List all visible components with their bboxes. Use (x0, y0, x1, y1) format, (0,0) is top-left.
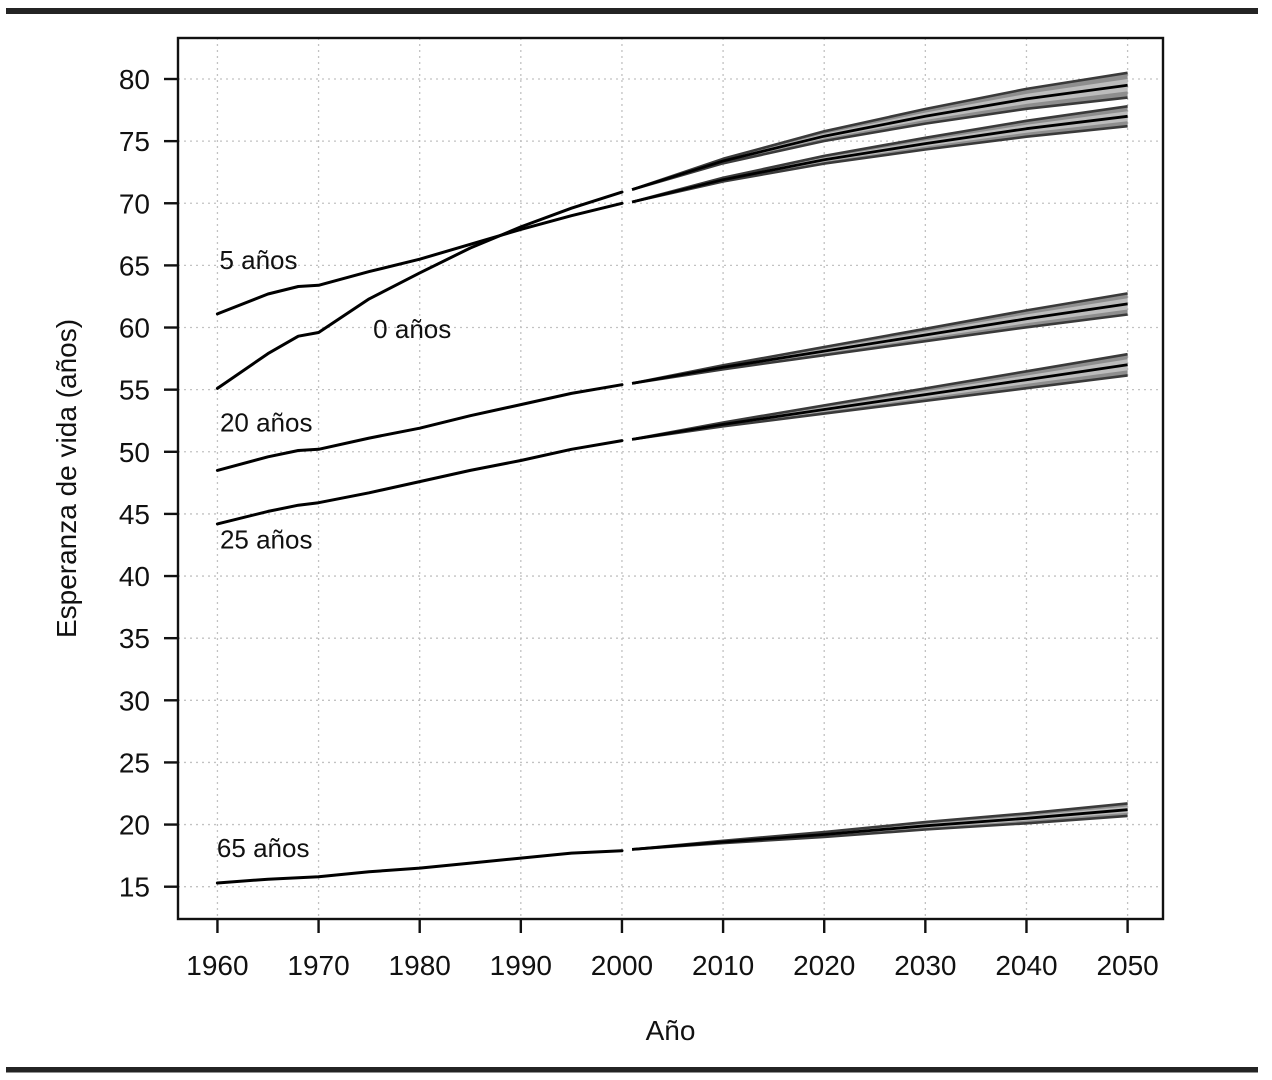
y-tick-label: 35 (119, 623, 150, 654)
x-tick-label: 2030 (894, 950, 956, 981)
bottom-rule (6, 1067, 1258, 1073)
series-label-25-a-os: 25 años (220, 524, 313, 554)
projection-median-0-a-os (631, 83, 1128, 191)
x-tick-label: 2050 (1096, 950, 1158, 981)
observed-line-0-a-os (215, 190, 624, 390)
x-tick-label: 1970 (287, 950, 349, 981)
y-tick-label: 55 (119, 375, 150, 406)
x-tick-label: 2020 (793, 950, 855, 981)
y-tick-label: 30 (119, 685, 150, 716)
plot-frame (176, 36, 1165, 921)
projection-median-25-a-os (631, 363, 1128, 441)
x-tick-label: 2000 (591, 950, 653, 981)
y-axis: 15 20 25 30 35 40 45 50 55 60 65 70 75 80 (119, 64, 178, 903)
band-inner-5-a-os (632, 111, 1128, 202)
band-lower-edge-5-a-os (631, 124, 1128, 204)
observed-lines (215, 190, 624, 885)
projection-bands (631, 71, 1128, 851)
band-lower-edge-25-a-os (631, 374, 1128, 441)
y-tick-label: 15 (119, 872, 150, 903)
band-lower-edge-20-a-os (631, 313, 1128, 385)
y-tick-label: 65 (119, 250, 150, 281)
projection-median-5-a-os (631, 114, 1128, 204)
y-tick-label: 80 (119, 64, 150, 95)
x-axis: 1960 1970 1980 1990 2000 2010 2020 2030 2040 2050 (186, 919, 1159, 981)
projection-median-20-a-os (631, 302, 1128, 385)
series-label-0-a-os: 0 años (373, 314, 451, 344)
y-axis-title: Esperanza de vida (años) (51, 319, 82, 638)
band-lower-edge-0-a-os (631, 96, 1128, 191)
y-tick-label: 50 (119, 437, 150, 468)
x-tick-label: 2040 (995, 950, 1057, 981)
x-tick-label: 1960 (186, 950, 248, 981)
y-tick-label: 25 (119, 747, 150, 778)
band-upper-edge-5-a-os (631, 105, 1128, 204)
series-label-5-a-os: 5 años (219, 245, 297, 275)
observed-line-5-a-os (215, 201, 624, 316)
projection-median-65-a-os (631, 808, 1128, 851)
band-upper-edge-20-a-os (631, 292, 1128, 385)
x-tick-label: 2010 (692, 950, 754, 981)
band-upper-edge-25-a-os (631, 352, 1128, 441)
y-tick-label: 20 (119, 810, 150, 841)
observed-line-25-a-os (215, 439, 624, 526)
y-tick-label: 70 (119, 188, 150, 219)
y-tick-label: 40 (119, 561, 150, 592)
x-axis-title: Año (646, 1015, 696, 1046)
series-label-20-a-os: 20 años (220, 408, 313, 438)
band-inner-0-a-os (632, 79, 1128, 190)
y-tick-label: 75 (119, 126, 150, 157)
x-tick-label: 1980 (389, 950, 451, 981)
series-labels: 0 años 5 años 20 años 25 años 65 años (217, 245, 451, 863)
x-tick-label: 1990 (490, 950, 552, 981)
observed-line-20-a-os (215, 383, 624, 472)
y-tick-label: 45 (119, 499, 150, 530)
observed-line-65-a-os (215, 849, 624, 885)
axis-titles: Año Esperanza de vida (años) (51, 319, 695, 1046)
grid (178, 38, 1163, 919)
band-upper-edge-0-a-os (631, 71, 1128, 191)
series-label-65-a-os: 65 años (217, 833, 310, 863)
y-tick-label: 60 (119, 313, 150, 344)
top-rule (6, 8, 1258, 14)
